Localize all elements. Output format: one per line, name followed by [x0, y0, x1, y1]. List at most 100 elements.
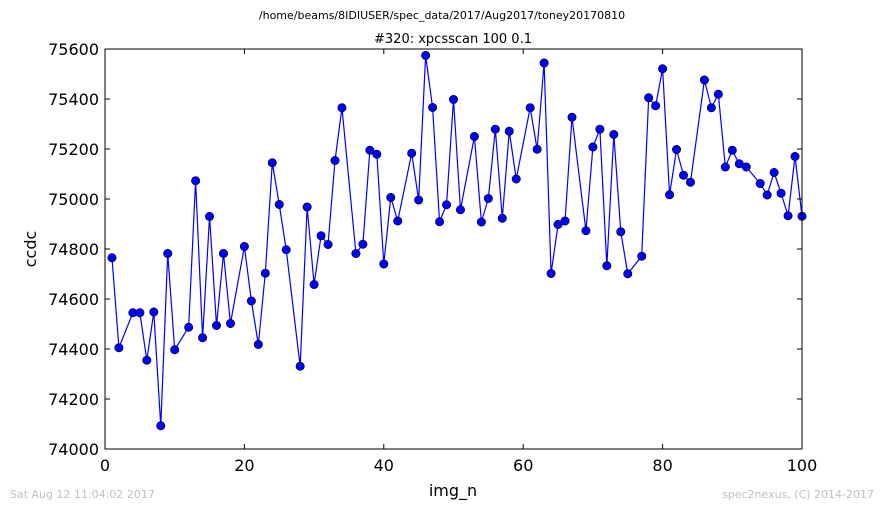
x-tick-label: 60: [513, 456, 533, 475]
footer-timestamp: Sat Aug 12 11:04:02 2017: [10, 488, 155, 501]
data-point: [455, 205, 465, 215]
data-point: [365, 145, 375, 155]
data-point: [762, 190, 772, 200]
data-point: [699, 75, 709, 85]
data-point: [225, 318, 235, 328]
data-point: [386, 193, 396, 203]
data-point: [281, 245, 291, 255]
data-point: [644, 93, 654, 103]
data-point: [665, 190, 675, 200]
x-axis-label: img_n: [429, 481, 477, 501]
data-point: [212, 320, 222, 330]
data-point: [651, 101, 661, 111]
data-point: [442, 200, 452, 210]
data-point: [755, 179, 765, 189]
y-tick-label: 75200: [48, 140, 99, 159]
data-point: [218, 249, 228, 259]
data-point: [114, 343, 124, 353]
x-tick-label: 20: [234, 456, 254, 475]
y-tick-label: 75600: [48, 40, 99, 59]
data-point: [163, 249, 173, 259]
data-point: [532, 144, 542, 154]
footer-credit: spec2nexus, (C) 2014-2017: [722, 488, 874, 501]
data-point: [783, 211, 793, 221]
y-tick-label: 74000: [48, 440, 99, 459]
y-tick-label: 74600: [48, 290, 99, 309]
y-axis-label: ccdc: [21, 231, 40, 268]
data-point: [274, 200, 284, 210]
data-point: [790, 152, 800, 162]
data-point: [616, 227, 626, 237]
data-point: [713, 89, 723, 99]
data-point: [637, 251, 647, 261]
data-point: [588, 142, 598, 152]
data-point: [372, 149, 382, 159]
data-point: [483, 194, 493, 204]
data-point: [706, 103, 716, 113]
series-line: [111, 55, 803, 426]
data-point: [351, 249, 361, 259]
data-point: [679, 170, 689, 180]
data-point: [769, 168, 779, 178]
data-point: [525, 103, 535, 113]
data-point: [469, 132, 479, 142]
data-point: [448, 95, 458, 105]
data-point: [107, 253, 117, 263]
x-tick-label: 40: [374, 456, 394, 475]
data-point: [476, 217, 486, 227]
data-point: [581, 226, 591, 236]
data-point: [567, 112, 577, 122]
data-point: [539, 58, 549, 68]
data-point: [156, 421, 166, 431]
y-tick-label: 74400: [48, 340, 99, 359]
data-point: [295, 361, 305, 371]
data-point: [685, 177, 695, 187]
data-point: [490, 124, 500, 134]
data-point: [184, 322, 194, 332]
data-point: [239, 242, 249, 252]
data-point: [267, 158, 277, 168]
data-point: [170, 345, 180, 355]
data-point: [191, 176, 201, 186]
data-point: [595, 124, 605, 134]
data-point: [149, 307, 159, 317]
y-tick-label: 74800: [48, 240, 99, 259]
data-point: [428, 103, 438, 113]
data-point: [741, 162, 751, 172]
data-point: [393, 216, 403, 226]
data-point: [323, 240, 333, 250]
data-point: [658, 64, 668, 74]
chart-title: #320: xpcsscan 100 0.1: [374, 32, 532, 47]
y-tick-label: 74200: [48, 390, 99, 409]
x-tick-label: 0: [100, 456, 110, 475]
data-point: [414, 195, 424, 205]
y-tick-label: 75000: [48, 190, 99, 209]
data-point: [720, 162, 730, 172]
data-point: [330, 156, 340, 166]
data-point: [337, 103, 347, 113]
data-point: [407, 148, 417, 158]
figure-suptitle: /home/beams/8IDIUSER/spec_data/2017/Aug2…: [259, 9, 625, 22]
data-point: [504, 126, 514, 136]
data-point: [142, 355, 152, 365]
data-point: [546, 268, 556, 278]
data-point: [672, 145, 682, 155]
data-point: [560, 216, 570, 226]
series-layer: [107, 50, 807, 431]
data-point: [623, 269, 633, 279]
data-point: [246, 296, 256, 306]
data-point: [358, 239, 368, 249]
data-point: [727, 145, 737, 155]
data-point: [776, 188, 786, 198]
y-tick-label: 75400: [48, 90, 99, 109]
data-point: [435, 217, 445, 227]
data-point: [497, 213, 507, 223]
data-point: [253, 339, 263, 349]
data-point: [302, 202, 312, 212]
data-point: [309, 279, 319, 289]
data-point: [198, 333, 208, 343]
data-point: [260, 268, 270, 278]
data-point: [379, 259, 389, 269]
x-tick-label: 80: [652, 456, 672, 475]
